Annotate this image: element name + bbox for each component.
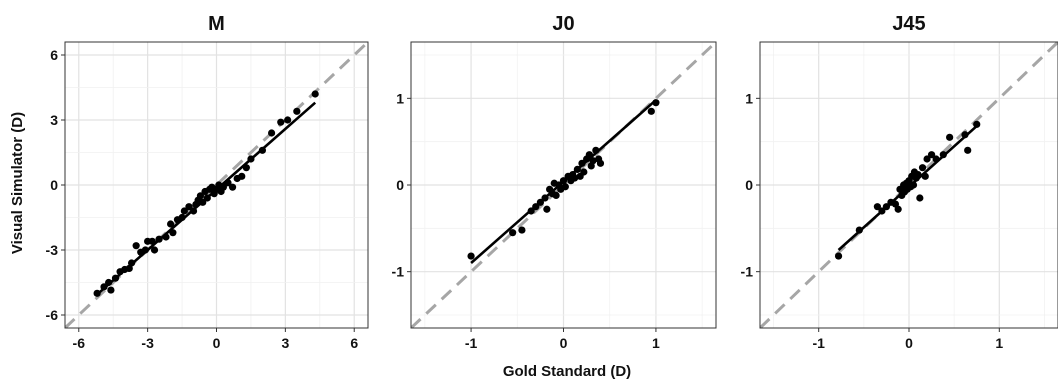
x-tick-label: 3 <box>281 335 289 351</box>
x-tick-label: 0 <box>213 335 221 351</box>
data-point <box>596 159 605 167</box>
data-point <box>277 118 285 126</box>
panel-title: J45 <box>892 13 925 35</box>
data-point <box>132 242 140 250</box>
identity-line <box>760 42 1058 328</box>
x-tick-label: 0 <box>905 335 913 351</box>
y-tick-label: -3 <box>46 242 59 258</box>
data-point <box>196 192 205 200</box>
x-tick-label: 0 <box>560 335 568 351</box>
identity-line <box>411 42 716 328</box>
data-point <box>647 107 655 115</box>
panel-j45: J45 -1 0 1 -1 0 1 <box>741 13 1058 351</box>
y-tick-label: 0 <box>396 177 404 193</box>
x-tick-label: 6 <box>350 335 358 351</box>
data-point <box>894 205 902 213</box>
x-tick-label: -3 <box>141 335 154 351</box>
regression-line <box>96 101 317 296</box>
data-point <box>873 203 881 211</box>
data-point <box>589 157 597 165</box>
data-point <box>311 90 319 98</box>
panel-m: M -6 -3 0 3 6 -6 -3 0 3 6 <box>46 13 369 351</box>
data-point <box>107 286 115 294</box>
plot-area <box>760 42 1058 328</box>
panel-title: M <box>208 13 225 35</box>
data-point <box>509 229 517 237</box>
panel-title: J0 <box>552 13 574 35</box>
data-point <box>580 168 588 176</box>
x-axis-label: Gold Standard (D) <box>503 363 631 380</box>
y-tick-label: -1 <box>392 264 405 280</box>
data-point <box>166 220 175 228</box>
y-tick-label: 1 <box>396 90 404 106</box>
data-point <box>185 203 193 211</box>
data-point <box>964 146 972 154</box>
x-tick-label: -1 <box>465 335 478 351</box>
data-point <box>834 252 843 260</box>
grid <box>760 42 1058 328</box>
plot-area <box>411 42 716 328</box>
data-point <box>518 226 526 234</box>
x-tick-label: 1 <box>652 335 660 351</box>
y-axis-label: Visual Simulator (D) <box>9 112 26 254</box>
regression-line <box>837 125 978 251</box>
x-tick-label: -6 <box>73 335 86 351</box>
plot-area <box>65 42 368 328</box>
data-point <box>284 116 292 124</box>
data-point <box>927 151 936 159</box>
data-point <box>561 183 569 191</box>
data-point <box>293 107 301 115</box>
y-tick-label: 0 <box>50 177 58 193</box>
panels: M -6 -3 0 3 6 -6 -3 0 3 6 J0 -1 0 1 -1 0 1 J45 -1 0 1 -1 0 1 <box>46 13 1058 351</box>
panel-j0: J0 -1 0 1 -1 0 1 <box>392 13 717 351</box>
data-point <box>916 194 924 202</box>
data-point <box>923 155 931 163</box>
y-tick-label: 0 <box>745 177 753 193</box>
data-point <box>150 246 159 254</box>
data-point <box>552 191 560 199</box>
y-tick-label: 6 <box>50 47 58 63</box>
y-tick-label: 1 <box>745 90 753 106</box>
data-point <box>543 205 551 213</box>
data-point <box>918 164 927 172</box>
data-point <box>570 174 579 182</box>
x-tick-label: 1 <box>995 335 1003 351</box>
y-tick-label: -1 <box>741 264 754 280</box>
data-point <box>238 172 246 180</box>
x-tick-label: -1 <box>812 335 825 351</box>
data-point <box>946 133 954 141</box>
data-point <box>228 183 237 191</box>
data-point <box>467 252 475 260</box>
regression-line <box>470 99 657 264</box>
data-point <box>180 207 188 215</box>
y-tick-label: -6 <box>46 307 59 323</box>
data-point <box>267 129 276 137</box>
y-tick-label: 3 <box>50 112 58 128</box>
